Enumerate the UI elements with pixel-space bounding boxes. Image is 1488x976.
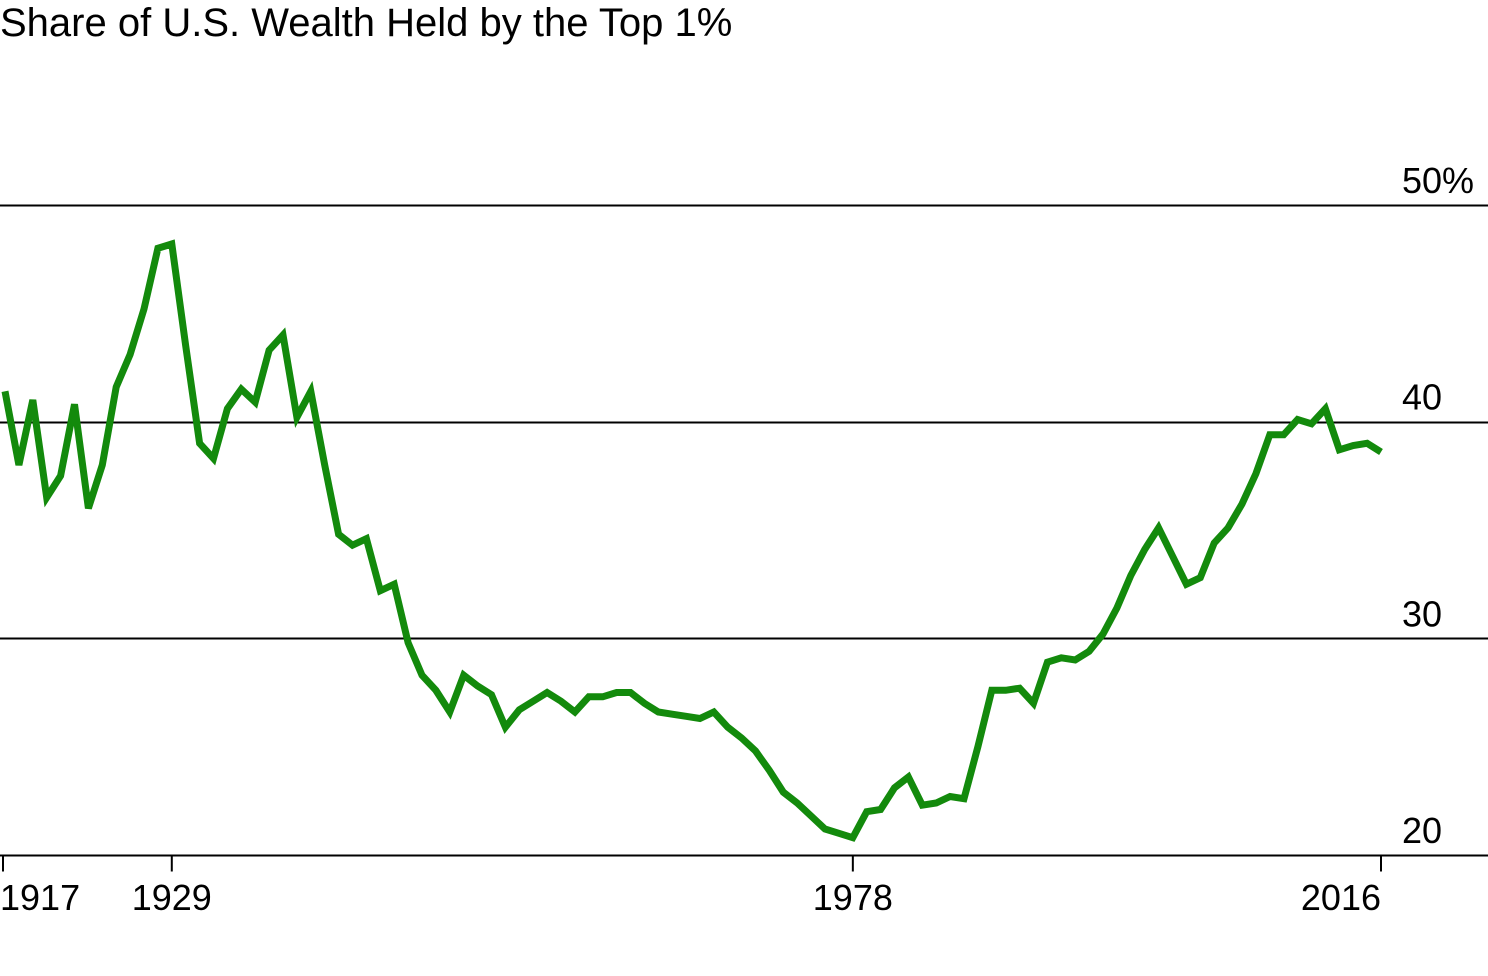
gridlines — [0, 204, 1488, 640]
y-tick-label-30: 30 — [1402, 593, 1442, 634]
y-tick-label-40: 40 — [1402, 377, 1442, 418]
x-tick-label-1917: 1917 — [0, 877, 80, 918]
y-tick-label-20: 20 — [1402, 810, 1442, 851]
x-tick-labels: 1917 1929 1978 2016 — [0, 877, 1381, 918]
x-tick-label-2016: 2016 — [1301, 877, 1381, 918]
x-tick-label-1929: 1929 — [132, 877, 212, 918]
chart-title: Share of U.S. Wealth Held by the Top 1% — [0, 1, 733, 45]
y-tick-labels: 20 30 40 50% — [1402, 160, 1474, 851]
x-tick-label-1978: 1978 — [813, 877, 893, 918]
y-tick-label-50: 50% — [1402, 160, 1474, 201]
series-layer — [1, 239, 1383, 842]
series-line-0 — [1, 239, 1383, 842]
x-axis — [0, 854, 1488, 872]
